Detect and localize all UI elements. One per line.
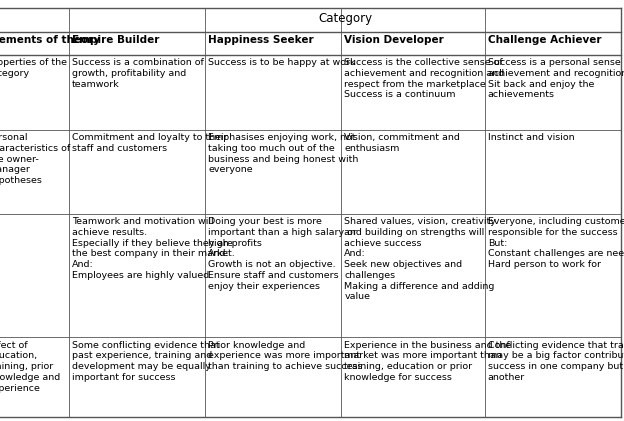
- Text: Instinct and vision: Instinct and vision: [488, 133, 575, 142]
- Text: Everyone, including customers, are
responsible for the success
But:
Constant cha: Everyone, including customers, are respo…: [488, 217, 624, 269]
- Text: Empire Builder: Empire Builder: [72, 35, 160, 45]
- Text: Commitment and loyalty to their
staff and customers: Commitment and loyalty to their staff an…: [72, 133, 228, 153]
- Text: Shared values, vision, creativity
and building on strengths will
achieve success: Shared values, vision, creativity and bu…: [344, 217, 496, 301]
- Text: Doing your best is more
important than a high salary or
high profits
And:
Growth: Doing your best is more important than a…: [208, 217, 357, 290]
- Text: Some conflicting evidence that
past experience, training and
development may be : Some conflicting evidence that past expe…: [72, 341, 220, 382]
- Text: Vision Developer: Vision Developer: [344, 35, 444, 45]
- Text: Prior knowledge and
experience was more important
than training to achieve succe: Prior knowledge and experience was more …: [208, 341, 363, 371]
- Text: Category: Category: [318, 12, 372, 25]
- Text: Challenge Achiever: Challenge Achiever: [488, 35, 602, 45]
- Text: Teamwork and motivation will
achieve results.
Especially if they believe they ar: Teamwork and motivation will achieve res…: [72, 217, 235, 280]
- Text: Emphasises enjoying work, not
taking too much out of the
business and being hone: Emphasises enjoying work, not taking too…: [208, 133, 359, 174]
- Text: Effect of
education,
training, prior
knowledge and
experience: Effect of education, training, prior kno…: [0, 341, 60, 393]
- Text: Success is the collective sense of
achievement and recognition and
respect from : Success is the collective sense of achie…: [344, 58, 505, 99]
- Text: Success is a personal sense of
achievement and recognition
Sit back and enjoy th: Success is a personal sense of achieveme…: [488, 58, 624, 99]
- Text: Experience in the business and the
market was more important than
training, educ: Experience in the business and the marke…: [344, 341, 512, 382]
- Text: Success is to be happy at work: Success is to be happy at work: [208, 58, 356, 67]
- Text: Happiness Seeker: Happiness Seeker: [208, 35, 314, 45]
- Text: Personal
characteristics of
the owner-
manager
hypotheses: Personal characteristics of the owner- m…: [0, 133, 70, 185]
- Text: Properties of the
category: Properties of the category: [0, 58, 67, 78]
- Text: Success is a combination of
growth, profitability and
teamwork: Success is a combination of growth, prof…: [72, 58, 204, 88]
- Text: Vision, commitment and
enthusiasm: Vision, commitment and enthusiasm: [344, 133, 461, 153]
- Text: Conflicting evidence that training
may be a big factor contributing to
success i: Conflicting evidence that training may b…: [488, 341, 624, 382]
- Text: Elements of theory: Elements of theory: [0, 35, 100, 45]
